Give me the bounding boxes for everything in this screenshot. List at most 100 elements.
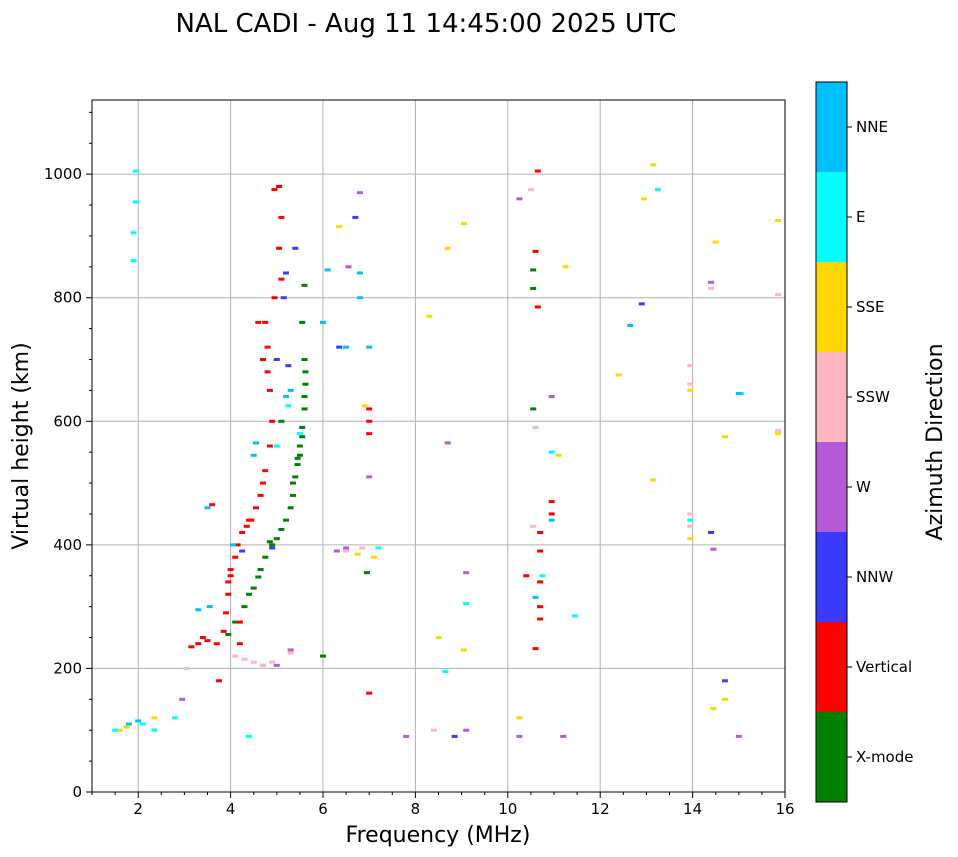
- y-tick-label: 400: [53, 536, 82, 554]
- data-point-x-mode: [283, 518, 290, 522]
- data-point-sse: [460, 648, 467, 652]
- data-point-vertical: [195, 642, 202, 646]
- x-tick-label: 10: [498, 800, 517, 818]
- data-point-sse: [444, 246, 451, 250]
- data-point-nne: [627, 324, 634, 328]
- data-point-vertical: [213, 642, 220, 646]
- data-point-e: [571, 614, 578, 618]
- data-point-sse: [116, 728, 123, 732]
- data-point-ssw: [241, 657, 248, 661]
- data-point-nnw: [285, 364, 292, 368]
- data-point-vertical: [243, 524, 250, 528]
- data-point-w: [345, 265, 352, 269]
- data-point-e: [112, 728, 119, 732]
- y-tick-label: 200: [53, 659, 82, 677]
- data-point-vertical: [255, 320, 262, 324]
- data-point-nnw: [352, 215, 359, 219]
- data-point-vertical: [366, 432, 373, 436]
- data-point-x-mode: [225, 632, 232, 636]
- data-point-vertical: [278, 277, 285, 281]
- data-point-e: [296, 432, 303, 436]
- colorbar-segment: [816, 352, 847, 442]
- colorbar-segment: [816, 712, 847, 802]
- data-point-x-mode: [269, 543, 276, 547]
- data-point-e: [375, 546, 382, 550]
- data-point-x-mode: [294, 463, 301, 467]
- data-point-vertical: [220, 629, 227, 633]
- data-point-x-mode: [262, 555, 269, 559]
- data-point-e: [285, 404, 292, 408]
- data-point-nnw: [292, 246, 299, 250]
- data-point-nnw: [280, 296, 287, 300]
- data-point-x-mode: [278, 419, 285, 423]
- data-point-vertical: [534, 305, 541, 309]
- data-point-vertical: [532, 647, 539, 651]
- data-point-vertical: [262, 320, 269, 324]
- x-axis-label: Frequency (MHz): [346, 823, 531, 848]
- data-point-nne: [125, 722, 132, 726]
- data-point-sse: [562, 265, 569, 269]
- data-point-vertical: [537, 549, 544, 553]
- colorbar-label: NNW: [856, 568, 893, 586]
- chart-title: NAL CADI - Aug 11 14:45:00 2025 UTC: [176, 9, 677, 39]
- data-point-x-mode: [301, 283, 308, 287]
- axis-ticks: 2 4 6 8 10 12 14 16 0 200 400 600 800 1000: [44, 111, 795, 818]
- data-point-vertical: [532, 249, 539, 253]
- colorbar-segment: [816, 262, 847, 352]
- data-point-x-mode: [241, 605, 248, 609]
- data-point-nnw: [239, 549, 246, 553]
- data-point-x-mode: [299, 425, 306, 429]
- data-point-x-mode: [289, 493, 296, 497]
- data-point-sse: [775, 218, 782, 222]
- data-point-sse: [710, 707, 717, 711]
- data-point-sse: [361, 404, 368, 408]
- data-point-vertical: [366, 419, 373, 423]
- data-point-x-mode: [299, 435, 306, 439]
- data-point-ssw: [359, 546, 366, 550]
- x-tick-label: 14: [683, 800, 702, 818]
- data-point-vertical: [271, 296, 278, 300]
- colorbar-frame: [815, 81, 848, 803]
- data-point-vertical: [236, 620, 243, 624]
- data-point-w: [343, 546, 350, 550]
- x-tick-label: 2: [133, 800, 143, 818]
- data-point-ssw: [708, 286, 715, 290]
- y-tick-label: 600: [53, 412, 82, 430]
- data-point-ssw: [183, 666, 190, 670]
- data-point-x-mode: [289, 481, 296, 485]
- data-point-vertical: [264, 345, 271, 349]
- data-point-nne: [195, 608, 202, 612]
- data-point-nnw: [638, 302, 645, 306]
- data-point-w: [444, 441, 451, 445]
- data-point-w: [735, 734, 742, 738]
- data-point-vertical: [366, 407, 373, 411]
- data-point-w: [548, 395, 555, 399]
- data-point-ssw: [775, 429, 782, 433]
- data-point-w: [356, 191, 363, 195]
- data-point-x-mode: [301, 395, 308, 399]
- data-point-vertical: [537, 617, 544, 621]
- data-point-ssw: [287, 651, 294, 655]
- data-point-e: [539, 574, 546, 578]
- data-point-vertical: [276, 246, 283, 250]
- data-point-nnw: [273, 358, 280, 361]
- data-point-ssw: [343, 549, 350, 553]
- data-point-w: [333, 549, 340, 553]
- data-point-x-mode: [530, 268, 537, 272]
- data-point-sse: [687, 537, 694, 541]
- data-point-vertical: [239, 531, 246, 534]
- data-point-x-mode: [266, 540, 273, 544]
- data-point-vertical: [548, 500, 555, 504]
- data-point-ssw: [232, 654, 239, 658]
- data-point-sse: [721, 697, 728, 701]
- data-point-x-mode: [320, 654, 326, 658]
- data-point-sse: [641, 197, 648, 201]
- data-point-sse: [151, 716, 158, 720]
- data-point-x-mode: [294, 456, 301, 460]
- data-point-w: [463, 571, 470, 575]
- data-point-e: [130, 259, 137, 263]
- data-point-w: [708, 280, 715, 284]
- data-point-ssw: [532, 425, 539, 429]
- colorbar-segment: [816, 172, 847, 262]
